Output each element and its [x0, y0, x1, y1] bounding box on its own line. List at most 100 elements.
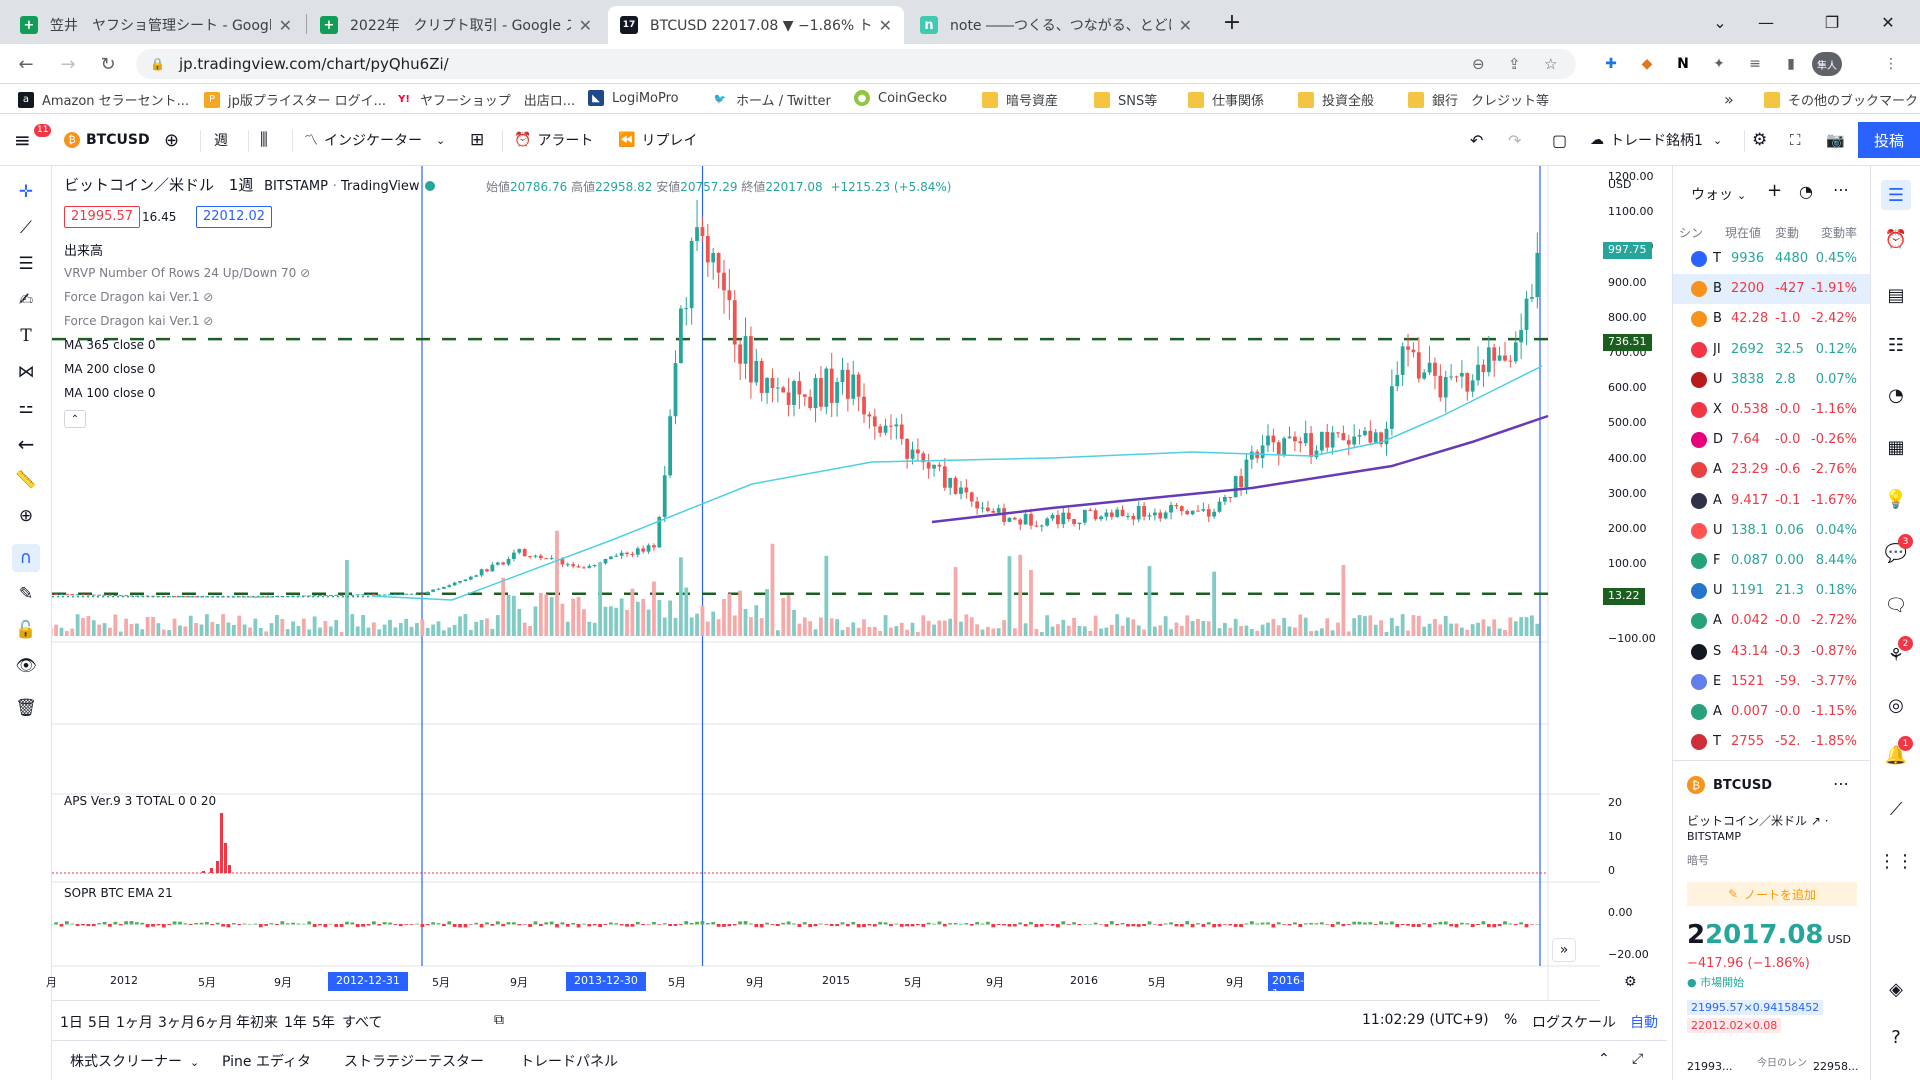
details-symbol[interactable]: BTCUSD: [1713, 778, 1773, 793]
add-note-button[interactable]: ✎ ノートを追加: [1687, 882, 1857, 906]
indicators-button[interactable]: 〽インジケーター ⌄: [304, 124, 445, 156]
col-header[interactable]: 現在値: [1725, 226, 1762, 240]
window-close-button[interactable]: ✕: [1881, 12, 1895, 32]
tab-trade-panel[interactable]: トレードパネル: [520, 1051, 618, 1071]
bookmark-folder[interactable]: SNS等: [1094, 90, 1157, 109]
extensions-puzzle-icon[interactable]: ✦: [1713, 56, 1725, 72]
advanced-view-icon[interactable]: ◔: [1799, 182, 1813, 201]
replay-button[interactable]: ⏪ リプレイ: [618, 124, 697, 156]
volume-legend[interactable]: 出来高: [64, 244, 104, 259]
bookmark-folder[interactable]: 仕事関係: [1188, 90, 1264, 109]
minimize-button[interactable]: —: [1758, 12, 1774, 32]
layout-square-icon[interactable]: ▢: [1552, 130, 1568, 150]
watchlist-row[interactable]: E 1521 -59. -3.77%: [1673, 667, 1871, 697]
clock-time[interactable]: 11:02:29 (UTC+9): [1362, 1012, 1489, 1028]
watchlist-row[interactable]: JI 2692 32.5 0.12%: [1673, 335, 1871, 365]
broadcast-icon[interactable]: ◎: [1888, 694, 1904, 716]
chat-icon[interactable]: 💬 3: [1881, 534, 1913, 568]
watchlist-row[interactable]: T 2755 -52. -1.85%: [1673, 727, 1871, 757]
col-header[interactable]: シン: [1679, 226, 1704, 240]
sopr-legend[interactable]: SOPR BTC EMA 21: [64, 886, 173, 900]
maximize-button[interactable]: ❐: [1824, 12, 1840, 32]
indicator-legend[interactable]: Force Dragon kai Ver.1 ⊘: [64, 314, 213, 328]
bookmark-folder[interactable]: 投資全般: [1298, 90, 1374, 109]
zoom-in-icon[interactable]: ⊕: [18, 506, 34, 526]
tab-search-icon[interactable]: ⌄: [1713, 12, 1727, 32]
watchlist-row[interactable]: A 0.007 -0.0 -1.15%: [1673, 697, 1871, 727]
magnet-icon[interactable]: ∩: [12, 544, 40, 572]
bookmark-star-icon[interactable]: ☆: [1544, 55, 1558, 73]
close-icon[interactable]: ✕: [878, 15, 892, 35]
bookmark-item[interactable]: 🐦 ホーム / Twitter: [712, 90, 831, 109]
bookmark-folder[interactable]: 銀行 クレジット等: [1408, 90, 1549, 109]
currency-label[interactable]: USD: [1608, 178, 1632, 191]
bookmark-folder[interactable]: 暗号資産: [982, 90, 1058, 109]
undo-icon[interactable]: ↶: [1470, 130, 1484, 150]
bookmark-item[interactable]: ● CoinGecko: [854, 90, 947, 106]
redo-icon[interactable]: ↷: [1508, 130, 1522, 150]
tab-pine-editor[interactable]: Pine エディタ: [222, 1051, 311, 1071]
help-icon[interactable]: ?: [1891, 1026, 1901, 1048]
arrow-left-icon[interactable]: ←: [17, 432, 35, 456]
watchlist-row[interactable]: U 1191 21.3 0.18%: [1673, 576, 1871, 606]
watchlist-row[interactable]: A 9.417 -0.1 -1.67%: [1673, 486, 1871, 516]
watchlist-row[interactable]: U 138.1 0.06 0.04%: [1673, 516, 1871, 546]
range-button[interactable]: 6ヶ月: [196, 1015, 233, 1031]
hamburger-menu-icon[interactable]: ≡ 11: [14, 124, 52, 156]
range-button[interactable]: 5日: [88, 1015, 111, 1031]
auto-scale-toggle[interactable]: 自動: [1630, 1015, 1658, 1031]
watchlist-row[interactable]: T 9936 4480 0.45%: [1673, 244, 1871, 274]
lock-icon[interactable]: 🔓: [15, 620, 37, 640]
object-tree-icon[interactable]: ⋮⋮: [1878, 850, 1914, 872]
axis-settings-gear-icon[interactable]: ⚙: [1624, 974, 1637, 990]
gear-icon[interactable]: ⚙: [1752, 130, 1768, 150]
indicator-legend[interactable]: VRVP Number Of Rows 24 Up/Down 70 ⊘: [64, 266, 310, 280]
trend-icon[interactable]: ⟋: [1889, 798, 1903, 820]
zoom-icon[interactable]: ⊖: [1472, 55, 1485, 73]
other-bookmarks[interactable]: その他のブックマーク: [1764, 90, 1918, 109]
fullscreen-icon[interactable]: ⛶: [1790, 131, 1801, 149]
layout-select-button[interactable]: ☁ トレード銘柄1 ⌄: [1590, 124, 1722, 156]
templates-grid-icon[interactable]: ⊞: [470, 130, 485, 150]
add-symbol-icon[interactable]: +: [1767, 180, 1783, 201]
candles-icon[interactable]: ⫼: [260, 130, 268, 150]
chevron-up-icon[interactable]: ⌃: [1598, 1051, 1610, 1067]
publish-button[interactable]: 投稿: [1858, 122, 1920, 158]
bookmark-item[interactable]: ◣ LogiMoPro: [588, 90, 679, 106]
watchlist-row[interactable]: D 7.64 -0.0 -0.26%: [1673, 425, 1871, 455]
range-button[interactable]: 3ヶ月: [158, 1015, 195, 1031]
hotlist-icon[interactable]: ◔: [1888, 384, 1904, 406]
watchlist-row[interactable]: F 0.087 0.00 8.44%: [1673, 546, 1871, 576]
browser-tab-active[interactable]: 17 BTCUSD 22017.08 ▼ −1.86% ト ✕: [608, 6, 904, 44]
trash-icon[interactable]: 🗑: [15, 698, 37, 718]
tab-stock-screener[interactable]: 株式スクリーナー ⌄: [70, 1051, 199, 1071]
browser-tab[interactable]: + 2022年 クリプト取引 - Google ス ✕: [308, 6, 604, 44]
close-icon[interactable]: ✕: [278, 15, 292, 35]
bookmark-item[interactable]: a Amazon セラーセント...: [18, 90, 189, 109]
details-name[interactable]: ビットコイン／米ドル ↗ ·: [1687, 814, 1829, 828]
watchlist-icon[interactable]: ☰: [1881, 180, 1911, 210]
range-button[interactable]: 1ヶ月: [116, 1015, 153, 1031]
ma365-legend[interactable]: MA 365 close 0: [64, 338, 156, 352]
extension-icon[interactable]: ✚: [1605, 56, 1617, 72]
alerts-clock-icon[interactable]: ⏰: [1884, 228, 1908, 250]
share-icon[interactable]: ⇪: [1508, 55, 1521, 73]
range-button[interactable]: 1日: [60, 1015, 83, 1031]
eye-off-icon[interactable]: ⊘: [300, 266, 311, 280]
watchlist-row[interactable]: A 0.042 -0.0 -2.72%: [1673, 606, 1871, 636]
maximize-panel-icon[interactable]: ⤢: [1632, 1051, 1644, 1067]
range-button[interactable]: 1年: [284, 1015, 307, 1031]
metamask-icon[interactable]: ◆: [1641, 56, 1653, 72]
forward-icon[interactable]: →: [60, 53, 76, 75]
ask-price-box[interactable]: 22012.02: [196, 206, 273, 228]
browser-tab[interactable]: + 笠井 ヤフショ管理シート - Google ✕: [8, 6, 304, 44]
close-icon[interactable]: ✕: [1178, 15, 1192, 35]
calendar-icon[interactable]: ▦: [1887, 436, 1905, 458]
trend-line-icon[interactable]: ⟋: [20, 218, 32, 238]
watchlist-title[interactable]: ウォッ ⌄: [1691, 184, 1746, 204]
price-chart-svg[interactable]: [52, 166, 1600, 1000]
brush-icon[interactable]: ✍: [18, 290, 34, 310]
interval-button[interactable]: 週: [214, 124, 228, 156]
percent-toggle[interactable]: %: [1504, 1012, 1518, 1028]
close-icon[interactable]: ✕: [578, 15, 592, 35]
